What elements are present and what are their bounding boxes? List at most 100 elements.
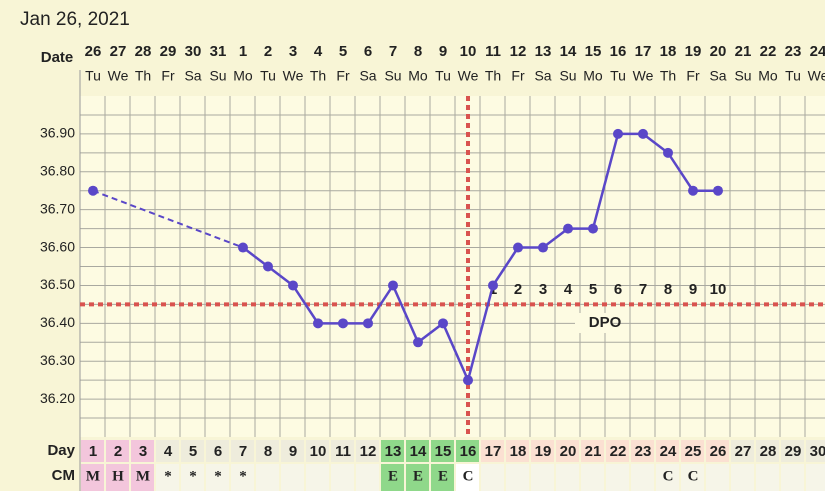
y-tick-label: 36.40 [40, 314, 75, 330]
x-tick-label: 17 [635, 43, 652, 60]
cm-cell [156, 464, 179, 491]
day-cell [306, 440, 329, 462]
x-tick-label: 26 [85, 43, 102, 60]
day-number: 18 [510, 443, 527, 460]
cm-value: * [239, 468, 247, 484]
day-cell [281, 440, 304, 462]
cm-value: C [688, 468, 699, 484]
cm-label: CM [52, 467, 75, 484]
weekday-label: Su [209, 68, 226, 84]
day-cell [81, 440, 104, 462]
x-tick-label: 14 [560, 43, 577, 60]
cm-cell [806, 464, 825, 491]
data-point [538, 242, 548, 253]
day-cell [631, 440, 654, 462]
cm-cell [181, 464, 204, 491]
dpo-label: 6 [614, 281, 622, 298]
data-point [363, 318, 373, 329]
day-number: 11 [335, 443, 351, 460]
cm-cell [81, 464, 104, 491]
day-number: 1 [89, 443, 97, 460]
cm-cell [481, 464, 504, 491]
cm-value: M [86, 468, 100, 484]
x-tick-label: 21 [735, 43, 752, 60]
y-tick-label: 36.20 [40, 390, 75, 406]
data-point [338, 318, 348, 329]
weekday-label: Tu [785, 68, 801, 84]
weekday-label: Mo [233, 68, 253, 84]
day-cell [231, 440, 254, 462]
y-tick-label: 36.60 [40, 238, 75, 254]
data-point [513, 242, 523, 253]
x-tick-label: 12 [510, 43, 527, 60]
x-tick-label: 1 [239, 43, 247, 60]
cm-cell [681, 464, 704, 491]
day-cell [556, 440, 579, 462]
data-point [588, 223, 598, 234]
data-point [313, 318, 323, 329]
x-tick-label: 22 [760, 43, 777, 60]
x-tick-label: 24 [810, 43, 825, 60]
day-number: 29 [785, 443, 802, 460]
dpo-label: 10 [710, 281, 727, 298]
cm-cell [706, 464, 729, 491]
day-cell [531, 440, 554, 462]
weekday-label: Mo [758, 68, 778, 84]
data-point [288, 280, 298, 291]
day-number: 15 [435, 443, 452, 460]
day-number: 25 [685, 443, 702, 460]
weekday-label: Fr [511, 68, 525, 84]
weekday-label: Mo [408, 68, 428, 84]
dpo-label: 7 [639, 281, 647, 298]
cm-value: * [164, 468, 172, 484]
x-tick-label: 5 [339, 43, 347, 60]
data-point [263, 261, 273, 272]
cm-cell [506, 464, 529, 491]
data-point [238, 242, 248, 253]
weekday-label: Sa [534, 68, 551, 84]
day-number: 4 [164, 443, 173, 460]
cm-cell [331, 464, 354, 491]
day-number: 13 [385, 443, 402, 460]
day-number: 12 [360, 443, 377, 460]
data-point [713, 185, 723, 196]
x-tick-label: 13 [535, 43, 552, 60]
day-number: 9 [289, 443, 297, 460]
day-number: 23 [635, 443, 652, 460]
data-point [563, 223, 573, 234]
dpo-label: 3 [539, 281, 547, 298]
x-tick-label: 28 [135, 43, 152, 60]
data-point [688, 185, 698, 196]
day-cell [481, 440, 504, 462]
data-point [438, 318, 448, 329]
x-tick-label: 20 [710, 43, 727, 60]
cm-cell [356, 464, 379, 491]
cm-cell [206, 464, 229, 491]
cm-cell [106, 464, 129, 491]
weekday-label: We [458, 68, 479, 84]
x-tick-label: 8 [414, 43, 422, 60]
dpo-label: 4 [564, 281, 573, 298]
cm-cell [656, 464, 679, 491]
cm-cell [731, 464, 754, 491]
dpo-label: 5 [589, 281, 597, 298]
x-tick-label: 27 [110, 43, 127, 60]
y-tick-label: 36.90 [40, 125, 75, 141]
weekday-label: We [283, 68, 304, 84]
y-tick-label: 36.80 [40, 162, 75, 178]
cm-cell [531, 464, 554, 491]
cm-cell [756, 464, 779, 491]
cm-cell [231, 464, 254, 491]
x-tick-label: 15 [585, 43, 602, 60]
day-number: 28 [760, 443, 777, 460]
dpo-title: DPO [589, 314, 622, 331]
day-number: 8 [264, 443, 272, 460]
gap-connector [92, 189, 244, 249]
weekday-label: We [808, 68, 825, 84]
day-number: 17 [485, 443, 502, 460]
data-point [663, 147, 673, 158]
data-point [488, 280, 498, 291]
weekday-label: Tu [260, 68, 276, 84]
data-point [463, 375, 473, 386]
